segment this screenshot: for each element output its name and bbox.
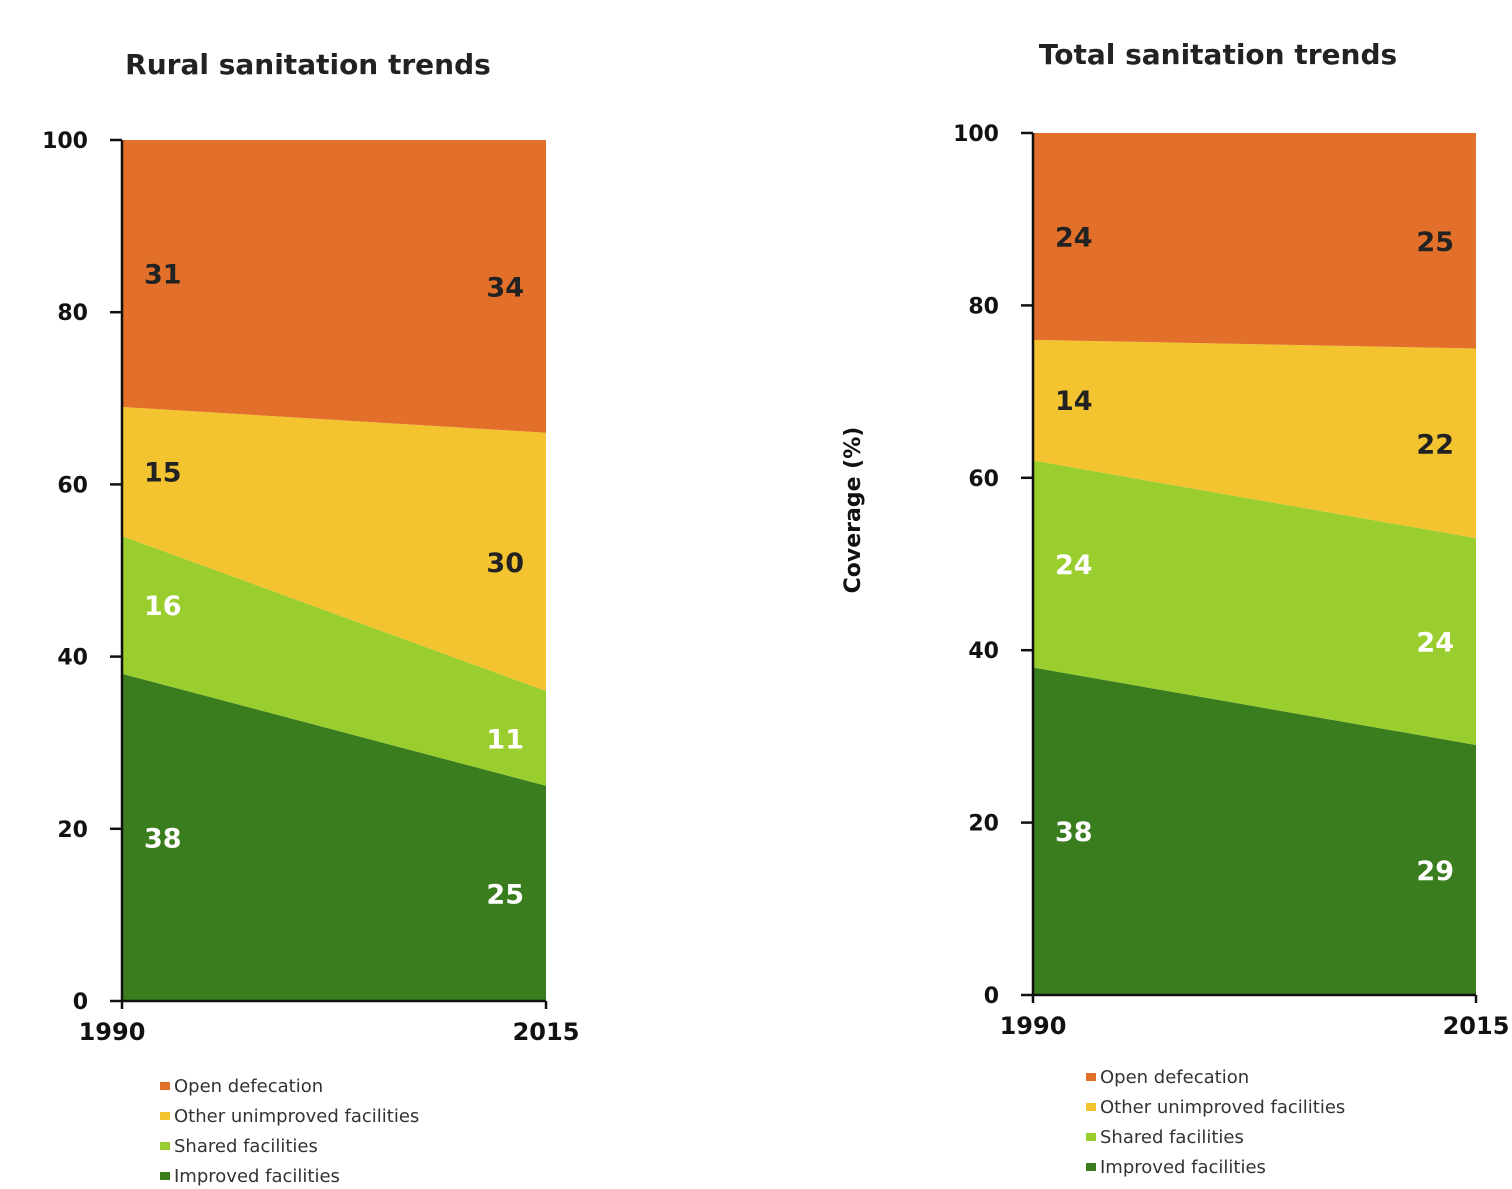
y-tick-label: 40 bbox=[57, 646, 88, 671]
data-label: 29 bbox=[1416, 856, 1454, 887]
legend-label: Other unimproved facilities bbox=[174, 1106, 419, 1127]
data-label: 15 bbox=[144, 457, 182, 488]
data-label: 11 bbox=[486, 724, 524, 755]
data-label: 24 bbox=[1055, 550, 1093, 581]
y-tick-label: 20 bbox=[57, 818, 88, 843]
chart-title: Total sanitation trends bbox=[1039, 38, 1397, 71]
legend-label: Open defecation bbox=[174, 1076, 323, 1097]
x-tick-label: 1990 bbox=[1000, 1012, 1067, 1040]
legend-swatch bbox=[1086, 1073, 1096, 1081]
y-axis-label: Coverage (%) bbox=[841, 427, 866, 594]
y-tick-label: 0 bbox=[984, 984, 999, 1009]
legend-swatch bbox=[160, 1172, 170, 1180]
data-label: 31 bbox=[144, 259, 182, 290]
data-label: 34 bbox=[486, 272, 524, 303]
legend-swatch bbox=[1086, 1133, 1096, 1141]
area-open-defecation bbox=[122, 140, 546, 433]
data-label: 30 bbox=[486, 548, 524, 579]
data-label: 38 bbox=[1055, 817, 1093, 848]
legend-swatch bbox=[1086, 1103, 1096, 1111]
legend-label: Shared facilities bbox=[1100, 1127, 1244, 1148]
legend: Open defecation Other unimproved faciliti… bbox=[1086, 1067, 1345, 1178]
y-tick-label: 60 bbox=[968, 467, 999, 492]
x-tick-label: 1990 bbox=[79, 1018, 146, 1046]
chart-1: Rural sanitation trends 38 25 16 11 15 30 31 34 0… bbox=[42, 48, 579, 1187]
legend-label: Improved facilities bbox=[1100, 1157, 1266, 1178]
y-tick-label: 40 bbox=[968, 639, 999, 664]
x-tick-label: 2015 bbox=[513, 1018, 580, 1046]
data-label: 24 bbox=[1416, 628, 1454, 659]
y-tick-label: 20 bbox=[968, 812, 999, 837]
data-label: 16 bbox=[144, 591, 182, 622]
legend-swatch bbox=[160, 1082, 170, 1090]
chart-2: Total sanitation trends Coverage (%) 38 29 2… bbox=[841, 38, 1509, 1178]
legend-swatch bbox=[160, 1112, 170, 1120]
data-label: 25 bbox=[1416, 227, 1454, 258]
y-tick-label: 80 bbox=[57, 301, 88, 326]
y-tick-label: 60 bbox=[57, 473, 88, 498]
data-label: 25 bbox=[486, 879, 524, 910]
chart-title: Rural sanitation trends bbox=[125, 48, 491, 81]
data-label: 38 bbox=[144, 823, 182, 854]
legend-label: Shared facilities bbox=[174, 1136, 318, 1157]
legend-label: Open defecation bbox=[1100, 1067, 1249, 1088]
y-tick-label: 0 bbox=[73, 990, 88, 1015]
data-label: 22 bbox=[1416, 429, 1454, 460]
y-tick-label: 100 bbox=[42, 129, 88, 154]
x-tick-label: 2015 bbox=[1443, 1012, 1510, 1040]
area-open-defecation bbox=[1033, 133, 1476, 349]
data-label: 14 bbox=[1055, 386, 1093, 417]
legend-swatch bbox=[1086, 1163, 1096, 1171]
data-label: 24 bbox=[1055, 222, 1093, 253]
y-tick-label: 100 bbox=[953, 122, 999, 147]
legend-swatch bbox=[160, 1142, 170, 1150]
legend-label: Other unimproved facilities bbox=[1100, 1097, 1345, 1118]
y-tick-label: 80 bbox=[968, 294, 999, 319]
legend: Open defecation Other unimproved faciliti… bbox=[160, 1076, 419, 1187]
legend-label: Improved facilities bbox=[174, 1166, 340, 1187]
